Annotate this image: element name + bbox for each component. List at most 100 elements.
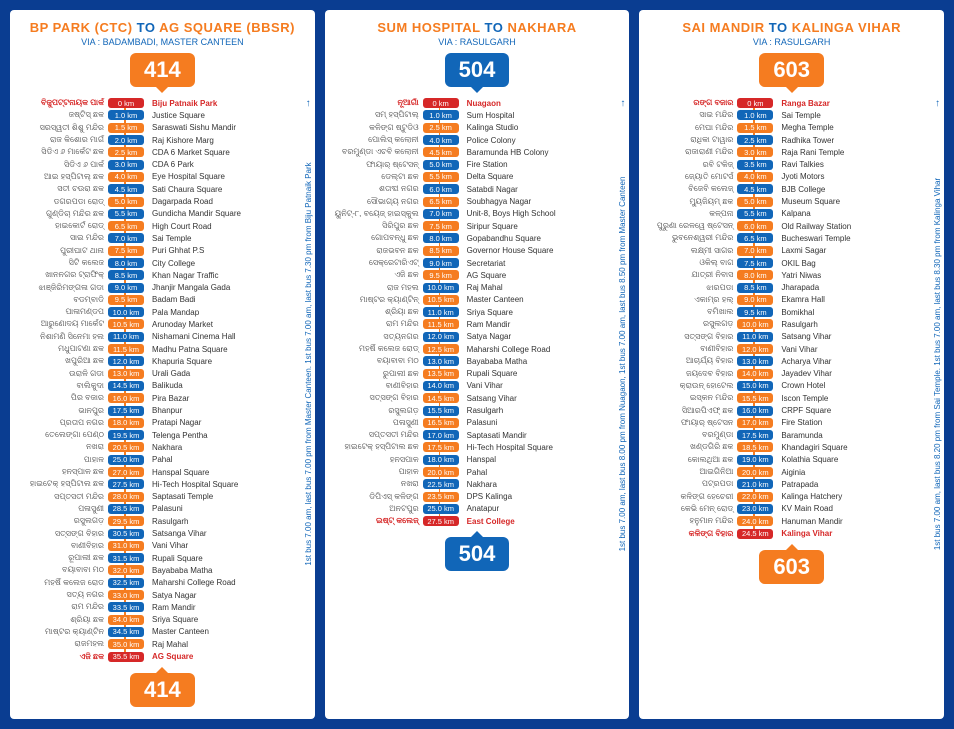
stop-name: Pira Bazar [144,394,189,403]
stop-km: 4.0 km [423,135,459,145]
stop-odia: ରାଜ ମହଲ [331,283,423,293]
stop-row: ହାଇକୋର୍ଟ ରୋଡ୍6.5 kmHigh Court Road [16,220,309,232]
stop-row: ଆଚାର୍ଯ୍ୟ ବିହାର13.0 kmAcharya Vihar [645,355,938,367]
stop-odia: ଭାନପୁର [16,406,108,416]
stop-odia: ଆଇଗିନିଆ [645,467,737,477]
stop-name: Hanspal Square [144,468,209,477]
stop-odia: ରାମ ମନ୍ଦିର [331,319,423,329]
stop-km: 5.5 km [423,172,459,182]
stop-km: 5.5 km [108,209,144,219]
stop-odia: ହନସ୍ପାଳ ଛକ [16,467,108,477]
stop-row: ସତ୍ସଙ୍ଗ ବିହାର30.5 kmSatsanga Vihar [16,527,309,539]
stop-odia: ବରମୁଣ୍ଡା [645,430,737,440]
route-number-badge-top: 603 [759,53,824,87]
stop-km: 17.5 km [423,442,459,452]
stop-name: Nishamani Cinema Hall [144,332,236,341]
stop-row: କଳିଙ୍ଗ ଷ୍ଟୁଡିଓ2.5 kmKalinga Studio [331,122,624,134]
route-to-word: TO [133,20,160,35]
stop-name: Saptasati Temple [144,492,213,501]
stop-row: ଆଇ ହସ୍ପିଟାଲ୍ ଛକ4.0 kmEye Hospital Square [16,171,309,183]
stop-odia: ଜଷ୍ଟିସ୍ ଛକ [16,110,108,120]
stop-odia: ବମିଖାଲ [645,307,737,317]
bottom-badge-wrap: 504 [331,531,624,573]
stop-odia: ଇସ୍କନ ମନ୍ଦିର [645,393,737,403]
stop-row: ୟୁନିଟ୍-୮, ବୟେଜ୍ ହାଇସ୍କୁଲ7.0 kmUnit-8, Bo… [331,208,624,220]
stop-odia: ସତ୍ସଙ୍ଗ ବିହାର [16,529,108,539]
stop-name: Sai Temple [144,234,191,243]
stop-odia: ପାଳାମଣ୍ଡପ [16,307,108,317]
stop-row: ତେଲେଙ୍ଗା ପେଣ୍ଠ19.5 kmTelenga Pentha [16,429,309,441]
stop-row: ଡିପିଏସ୍ କଳିଙ୍ଗ23.5 kmDPS Kalinga [331,491,624,503]
route-header: SUM HOSPITAL TO NAKHARAVIA : RASULGARH50… [331,20,624,89]
route-header: SAI MANDIR TO KALINGA VIHARVIA : RASULGA… [645,20,938,89]
stop-name: Palasuni [459,418,498,427]
stop-row: ଆଇଗିନିଆ20.0 kmAiginia [645,466,938,478]
route-number-badge-bottom: 414 [130,673,195,707]
stop-km: 33.0 km [108,590,144,600]
stop-name: Hi-Tech Hospital Square [144,480,238,489]
stop-name: Saptasati Mandir [459,431,527,440]
stop-row: ମେଘା ମନ୍ଦିର1.5 kmMegha Temple [645,122,938,134]
stop-km: 7.5 km [423,221,459,231]
stop-row: ମ୍ୟୁଜିୟମ୍ ଛକ5.0 kmMuseum Square [645,195,938,207]
stop-name: Baramunda [773,431,822,440]
stop-row: ହନୁମାନ ମନ୍ଦିର24.0 kmHanuman Mandir [645,515,938,527]
stop-km: 6.5 km [737,233,773,243]
stop-row: କୋଲଥିଆ ଛକ19.0 kmKolathia Square [645,454,938,466]
stop-name: Ekamra Hall [773,295,825,304]
stop-row: ପୁରୁଣା ରେଳୱେ ଷ୍ଟେସନ୍6.0 kmOld Railway St… [645,220,938,232]
stop-name: Telenga Pentha [144,431,208,440]
stop-name: Kalpana [773,209,810,218]
stop-name: AG Square [459,271,507,280]
stop-row: ମହର୍ଷି କଲେଜ ରୋଡ୍12.5 kmMaharshi College … [331,343,624,355]
stop-km: 5.0 km [737,197,773,207]
stop-name: Museum Square [773,197,840,206]
stop-km: 10.5 km [423,295,459,305]
stop-name: Satsang Vihar [773,332,831,341]
stop-name: Gundicha Mandir Square [144,209,241,218]
route-card: SAI MANDIR TO KALINGA VIHARVIA : RASULGA… [639,10,944,719]
stop-km: 20.0 km [423,467,459,477]
stop-km: 17.5 km [108,406,144,416]
stop-name: Sriya Square [144,615,198,624]
stop-row: ବିଜୁପଟ୍ଟନାୟକ ପାର୍କ0 kmBiju Patnaik Park [16,97,309,109]
stop-row: ନୂଆଗାଁ0 kmNuagaon [331,97,624,109]
stop-row: ମଧୁପାଟଣା ଛକ11.5 kmMadhu Patna Square [16,343,309,355]
stop-km: 13.5 km [423,369,459,379]
stop-odia: ମଧୁପାଟଣା ଛକ [16,344,108,354]
stop-km: 2.5 km [423,123,459,133]
side-note: 1st bus 7.00 am, last bus 8.20 pm from S… [933,178,942,550]
stop-row: ସିଡିଏ ୬ ମାର୍କେଟ ଛକ2.5 kmCDA 6 Market Squ… [16,146,309,158]
stop-odia: ରସୁଲଗଡ଼ [16,516,108,526]
stop-km: 4.5 km [423,147,459,157]
stop-name: Dagarpada Road [144,197,213,206]
stop-row: ରାଜଭବନ ଛକ8.5 kmGovernor House Square [331,245,624,257]
stop-name: Maharshi College Road [459,345,551,354]
stop-name: Sai Temple [773,111,820,120]
stop-name: Rasulgarh [459,406,503,415]
stop-row: ସରସ୍ୱତୀ ଶିଶୁ ମନ୍ଦିର1.5 kmSaraswati Sishu… [16,122,309,134]
stop-km: 0 km [108,98,144,108]
stop-km: 6.5 km [108,221,144,231]
stop-name: Police Colony [459,136,516,145]
stop-km: 30.5 km [108,529,144,539]
stop-row: ସେକ୍ରେଟାରିଏଟ୍9.0 kmSecretariat [331,257,624,269]
stop-odia: ରସୁଲଗଡ଼ [645,319,737,329]
stop-name: OKIL Bag [773,259,815,268]
stop-odia: ବିଜେବି କଲେଜ୍ [645,184,737,194]
stop-km: 21.0 km [737,479,773,489]
stop-name: Secretariat [459,259,506,268]
stop-row: ଡେଲ୍ଟା ଛକ5.5 kmDelta Square [331,171,624,183]
stop-row: ଗୋପବନ୍ଧୁ ଛକ8.0 kmGopabandhu Square [331,232,624,244]
stop-name: Jayadev Vihar [773,369,832,378]
stop-odia: ବୟାବାବା ମଠ [331,356,423,366]
stop-row: ରସୁଲଗଡ଼10.0 kmRasulgarh [645,318,938,330]
stop-name: Jharapada [773,283,819,292]
stop-row: ରାଧିକା ଟାୱାର2.5 kmRadhika Tower [645,134,938,146]
stop-name: Saraswati Sishu Mandir [144,123,236,132]
stop-km: 8.5 km [108,270,144,280]
stop-name: Kalinga Studio [459,123,519,132]
stop-row: ଗୁଣ୍ଡିଚା ମନ୍ଦିର ଛକ5.5 kmGundicha Mandir … [16,208,309,220]
stop-odia: ଆରୁଣୋଦୟ ମାର୍କେଟ [16,319,108,329]
stop-odia: ଜ୍ୟୋତି ମୋଟର୍ସ [645,172,737,182]
